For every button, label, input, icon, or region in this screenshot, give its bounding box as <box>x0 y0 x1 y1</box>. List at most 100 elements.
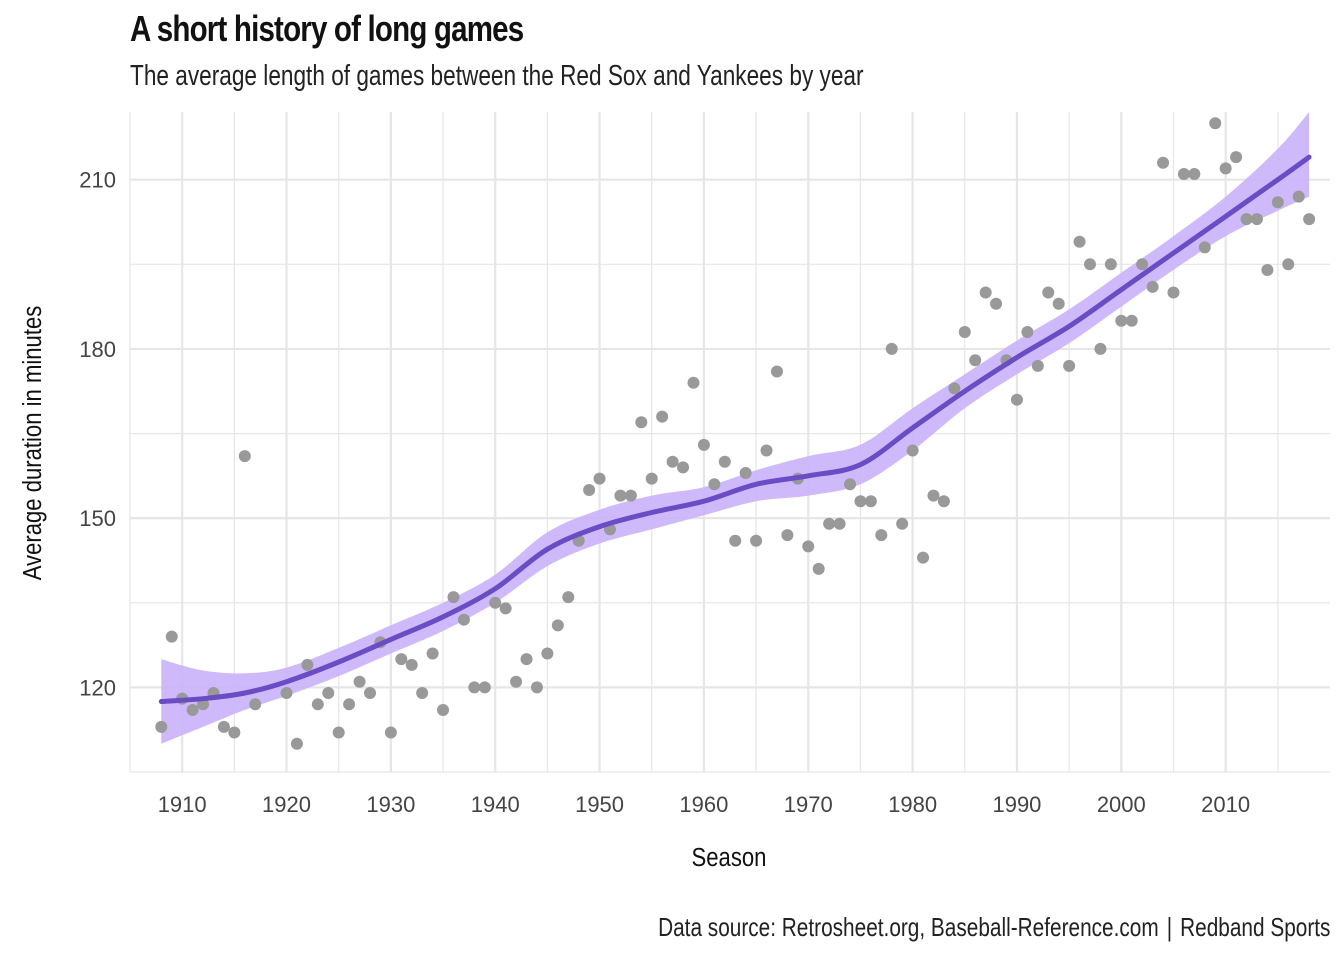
data-point <box>937 495 950 508</box>
data-point <box>969 354 982 367</box>
data-point <box>583 483 596 496</box>
data-point <box>1219 162 1232 175</box>
data-point <box>687 376 700 389</box>
data-point <box>1115 314 1128 327</box>
confidence-band <box>161 112 1310 744</box>
data-point <box>864 495 877 508</box>
data-point <box>677 461 690 474</box>
data-point <box>718 455 731 468</box>
data-point <box>155 720 168 733</box>
y-tick-label: 210 <box>79 168 116 193</box>
data-point <box>416 687 429 700</box>
chart-subtitle: The average length of games between the … <box>130 60 864 92</box>
data-point <box>1167 286 1180 299</box>
data-point <box>426 647 439 660</box>
x-tick-label: 1950 <box>575 792 624 817</box>
caption-separator: | <box>1166 912 1172 942</box>
data-point <box>186 703 199 716</box>
data-point <box>447 591 460 604</box>
data-point <box>697 438 710 451</box>
data-point <box>1209 117 1222 130</box>
data-point <box>311 698 324 711</box>
data-point <box>165 630 178 643</box>
data-point <box>854 495 867 508</box>
y-axis-title: Average duration in minutes <box>18 306 47 581</box>
data-point <box>990 297 1003 310</box>
trend-line <box>158 154 1312 704</box>
data-point <box>1052 297 1065 310</box>
x-axis-title: Season <box>692 843 767 872</box>
data-point <box>1042 286 1055 299</box>
x-tick-label: 1990 <box>992 792 1041 817</box>
data-point <box>666 455 679 468</box>
data-point <box>1188 168 1201 181</box>
data-point <box>896 517 909 530</box>
data-point <box>1125 314 1138 327</box>
data-point <box>457 613 470 626</box>
data-point <box>478 681 491 694</box>
data-point <box>1177 168 1190 181</box>
data-point <box>290 737 303 750</box>
data-point <box>1136 258 1149 271</box>
x-tick-label: 1910 <box>158 792 207 817</box>
data-point <box>468 681 481 694</box>
x-tick-label: 1920 <box>262 792 311 817</box>
data-point <box>1271 196 1284 209</box>
data-point <box>1073 235 1086 248</box>
data-point <box>958 326 971 338</box>
x-tick-label: 1940 <box>471 792 520 817</box>
data-point <box>1084 258 1096 271</box>
data-point <box>917 551 930 564</box>
data-point <box>499 602 512 615</box>
data-point <box>541 647 554 660</box>
x-tick-label: 1980 <box>888 792 937 817</box>
data-point <box>228 726 241 739</box>
data-point <box>437 703 450 716</box>
data-point <box>812 562 825 575</box>
data-point <box>833 517 846 530</box>
data-point <box>395 653 408 666</box>
data-point <box>238 450 251 463</box>
data-point <box>624 489 637 502</box>
data-point <box>781 529 794 542</box>
data-point <box>1198 241 1211 254</box>
data-point <box>948 382 961 395</box>
data-point <box>656 410 669 423</box>
data-point <box>1261 263 1274 276</box>
data-point <box>635 416 648 429</box>
data-point <box>614 489 627 502</box>
data-point <box>1157 156 1170 169</box>
data-point <box>875 529 888 542</box>
data-point <box>1292 190 1305 203</box>
caption-source: Data source: Retrosheet.org, Baseball-Re… <box>657 912 1159 942</box>
data-point <box>530 681 543 694</box>
data-point <box>1104 258 1117 271</box>
data-point <box>770 365 783 378</box>
y-tick-label: 120 <box>79 675 116 700</box>
data-point <box>823 517 836 530</box>
y-axis-ticks: 120 150 180 210 <box>79 168 116 701</box>
x-tick-label: 1930 <box>366 792 415 817</box>
data-point <box>217 720 230 733</box>
data-point <box>1146 280 1159 293</box>
data-point <box>1010 393 1023 406</box>
minor-gridlines <box>129 112 1330 773</box>
data-point <box>708 478 721 491</box>
data-point <box>249 698 262 711</box>
data-point <box>520 653 533 666</box>
data-point <box>343 698 356 711</box>
data-point <box>1063 359 1076 372</box>
data-point <box>729 534 742 547</box>
y-tick-label: 180 <box>79 337 116 362</box>
data-point <box>301 658 314 671</box>
data-point <box>593 472 606 485</box>
data-point <box>750 534 763 547</box>
x-axis-ticks: 1910 1920 1930 1940 1950 1960 1970 1980 1990 2000… <box>158 792 1250 817</box>
data-point <box>551 619 564 632</box>
data-point <box>510 675 523 688</box>
data-point <box>384 726 397 739</box>
data-point <box>739 467 752 480</box>
data-point <box>405 658 418 671</box>
data-point <box>885 342 898 355</box>
data-point <box>1031 359 1044 372</box>
